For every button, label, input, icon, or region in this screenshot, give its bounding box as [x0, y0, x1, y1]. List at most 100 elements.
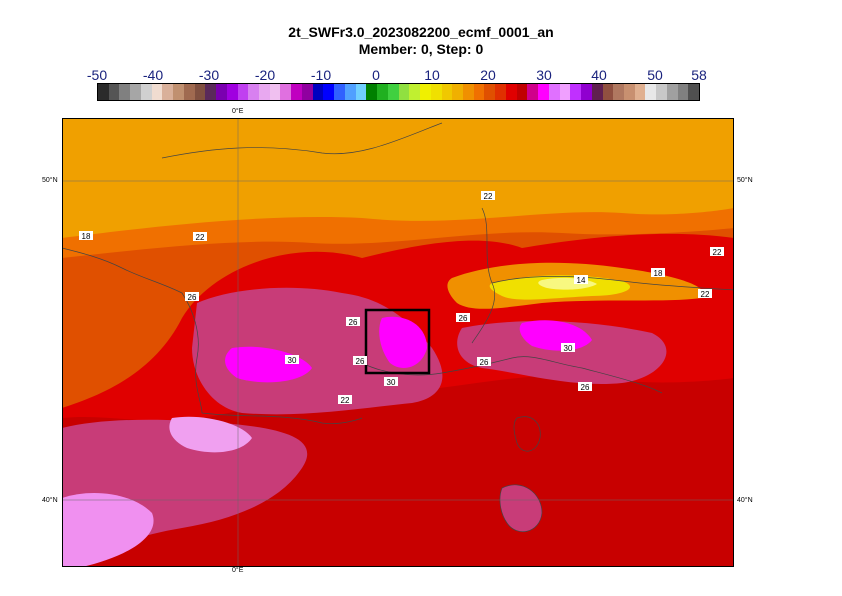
contour-label-bg	[561, 343, 575, 352]
colorbar-swatch	[591, 84, 603, 100]
lon-label-bottom: 0°E	[232, 567, 244, 574]
contour-label: 14	[577, 276, 586, 285]
colorbar-label: 10	[424, 67, 440, 83]
colorbar-label: 20	[480, 67, 496, 83]
colorbar-swatch	[301, 84, 313, 100]
field-magenta-land	[192, 287, 443, 415]
lat-label-40-right: 40°N	[737, 497, 753, 504]
contour-label-bg	[384, 377, 398, 386]
colorbar-swatch	[355, 84, 367, 100]
contour-label: 30	[564, 344, 573, 353]
colorbar-swatch	[291, 84, 302, 100]
colorbar-swatch	[570, 84, 582, 100]
colorbar-swatch	[151, 84, 163, 100]
colorbar-swatch	[495, 84, 506, 100]
contour-label: 22	[713, 248, 722, 257]
colorbar-swatch	[602, 84, 614, 100]
colorbar-label: 40	[591, 67, 607, 83]
colorbar-swatch	[259, 84, 270, 100]
graticule	[62, 118, 734, 567]
contour-label-bg	[651, 268, 665, 277]
colorbar-swatch	[548, 84, 560, 100]
contour-label-bg	[578, 382, 592, 391]
colorbar-swatch	[366, 84, 378, 100]
colorbar-swatch	[344, 84, 356, 100]
colorbar-swatch	[140, 84, 152, 100]
border-alps	[491, 276, 734, 291]
colorbar-swatch	[387, 84, 399, 100]
colorbar-swatch	[269, 84, 281, 100]
colorbar-label: 0	[372, 67, 380, 83]
colorbar-swatch	[162, 84, 174, 100]
colorbar-swatch	[430, 84, 442, 100]
colorbar-swatch	[323, 84, 335, 100]
colorbar-swatch	[473, 84, 485, 100]
field-pink-iberia	[62, 493, 154, 567]
contour-label: 26	[356, 357, 365, 366]
field-light-pink	[169, 416, 252, 453]
colorbar-swatch	[205, 84, 217, 100]
coastline-france-west	[62, 247, 203, 414]
coastlines	[62, 122, 734, 533]
contour-label: 26	[480, 358, 489, 367]
colorbar-swatch	[581, 84, 592, 100]
contour-label-bg	[574, 275, 588, 284]
colorbar-swatch	[119, 84, 131, 100]
colorbar-swatch	[645, 84, 657, 100]
colorbar-swatch	[484, 84, 496, 100]
colorbar-swatch	[516, 84, 528, 100]
contour-label: 22	[701, 290, 710, 299]
colorbar-swatch	[280, 84, 292, 100]
contour-label-bg	[346, 317, 360, 326]
contour-label-bg	[285, 355, 299, 364]
colorbar-swatch	[559, 84, 571, 100]
temperature-map: 18 22 22 22 22 26 26 26 26 26 30 30 30 14 18 22 26	[62, 118, 734, 567]
colorbar-swatch	[194, 84, 206, 100]
colorbar-swatch	[452, 84, 463, 100]
lat-label-50-left: 50°N	[42, 177, 58, 184]
colorbar-swatch	[216, 84, 227, 100]
colorbar-label: -50	[86, 67, 108, 83]
coastline-iberia-north	[201, 412, 363, 424]
focus-box	[364, 308, 431, 375]
contour-label: 26	[581, 383, 590, 392]
colorbar-swatch	[237, 84, 249, 100]
contour-label-bg	[456, 313, 470, 322]
contour-label-bg	[481, 191, 495, 200]
colorbar-swatch	[538, 84, 549, 100]
colorbar-swatch	[666, 84, 678, 100]
lat-label-50-right: 50°N	[737, 177, 753, 184]
colorbar-label: -20	[254, 67, 276, 83]
map-frame	[62, 118, 734, 567]
colorbar-swatch	[312, 84, 324, 100]
contour-label: 18	[654, 269, 663, 278]
colorbar-swatch	[226, 84, 238, 100]
contour-label: 26	[188, 293, 197, 302]
contour-label-bg	[710, 247, 724, 256]
contour-label: 26	[459, 314, 468, 323]
colorbar-swatch	[441, 84, 453, 100]
contour-label: 22	[341, 396, 350, 405]
coastline-corsica	[513, 416, 541, 452]
colorbar-swatch	[634, 84, 646, 100]
colorbar-label: -40	[142, 67, 164, 83]
colorbar-swatch	[248, 84, 260, 100]
coastline-channel	[161, 122, 443, 159]
colorbar-swatch	[108, 84, 120, 100]
contour-label: 30	[288, 356, 297, 365]
colorbar-swatch	[130, 84, 141, 100]
lat-label-40-left: 40°N	[42, 497, 58, 504]
field-magenta-sardinia	[499, 484, 542, 532]
contour-label-bg	[185, 292, 199, 301]
coastline-sardinia	[499, 484, 543, 533]
contour-label-bg	[193, 232, 207, 241]
colorbar-swatch	[527, 84, 539, 100]
plot-subtitle: Member: 0, Step: 0	[358, 41, 484, 57]
colorbar-swatch	[656, 84, 667, 100]
lon-label-top: 0°E	[232, 108, 244, 115]
colorbar-label: -30	[198, 67, 220, 83]
colorbar-swatch	[623, 84, 635, 100]
field-deep-red	[62, 375, 734, 567]
colorbar-swatch	[377, 84, 388, 100]
colorbar-label: -10	[310, 67, 332, 83]
